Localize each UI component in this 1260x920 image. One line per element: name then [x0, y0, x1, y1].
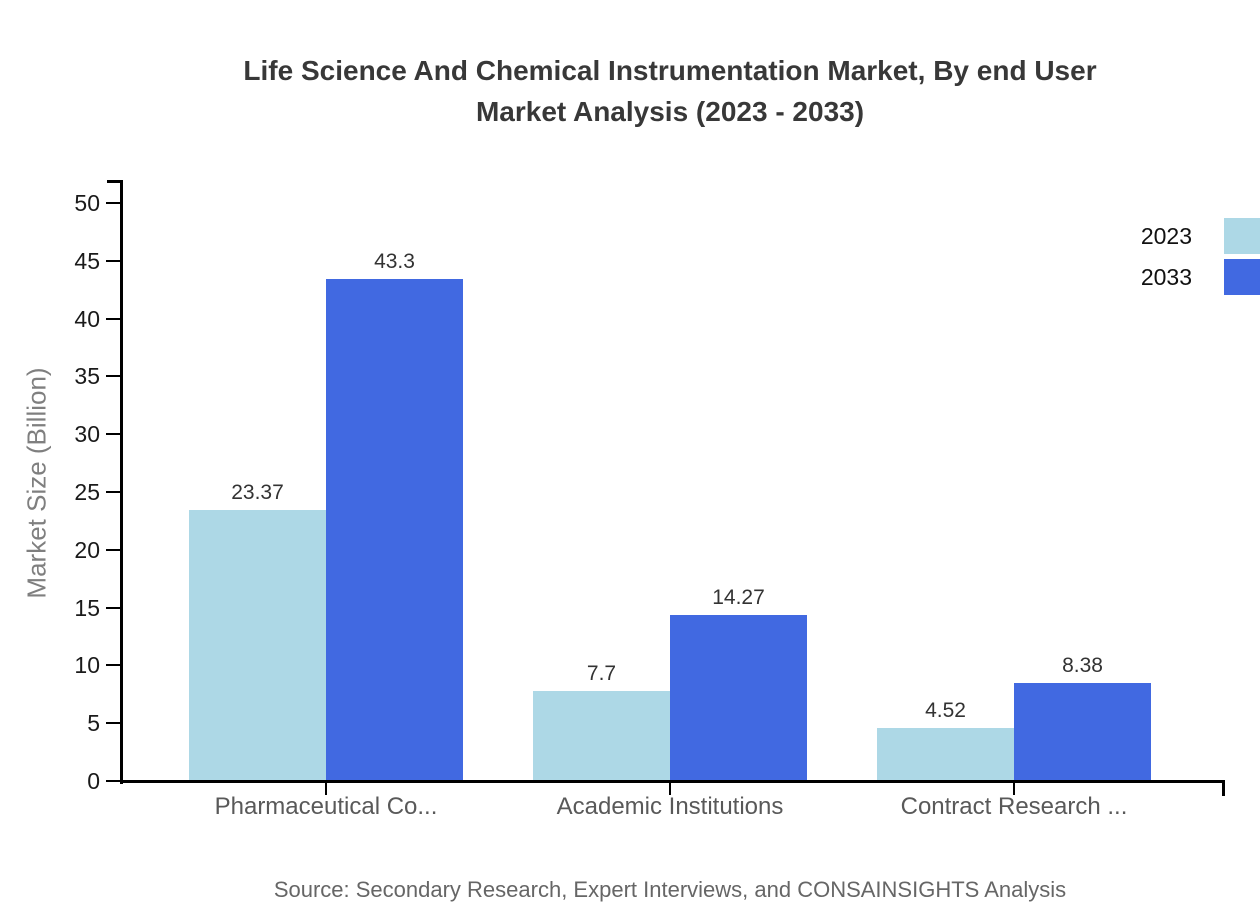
x-category-label: Academic Institutions: [556, 793, 784, 820]
legend: 2023 2033: [1141, 218, 1260, 300]
y-tick-mark: [106, 433, 120, 435]
bar-value-label: 8.38: [1062, 654, 1103, 677]
y-tick-mark: [106, 664, 120, 666]
x-tick-mark: [325, 780, 327, 795]
y-tick-mark: [106, 722, 120, 724]
chart-title-line2: Market Analysis (2023 - 2033): [475, 96, 865, 127]
x-tick-mark: [1013, 780, 1015, 795]
y-axis-line: [120, 180, 123, 784]
legend-item-2023: 2023: [1141, 218, 1260, 254]
y-tick-mark: [106, 318, 120, 320]
x-tick-mark: [669, 780, 671, 795]
y-tick-label: 40: [74, 306, 100, 332]
y-tick-label: 45: [74, 248, 100, 274]
y-tick-mark: [106, 202, 120, 204]
bar-2033-1: [326, 279, 463, 780]
legend-label: 2023: [1140, 222, 1192, 249]
bar-2023-1: [189, 510, 326, 780]
y-tick-label: 0: [87, 768, 100, 794]
y-tick-mark: [106, 780, 120, 782]
y-tick-mark: [106, 607, 120, 609]
bar-value-label: 23.37: [231, 481, 284, 504]
legend-swatch: [1224, 218, 1260, 254]
chart-title: Life Science And Chemical Instrumentatio…: [80, 50, 1260, 132]
y-tick-label: 5: [87, 710, 100, 736]
bar-2023-2: [533, 691, 670, 780]
y-tick-label: 20: [74, 537, 100, 563]
y-tick-mark: [106, 260, 120, 262]
x-category-label: Pharmaceutical Co...: [214, 793, 438, 820]
legend-label: 2033: [1140, 263, 1192, 290]
y-tick-label: 35: [74, 363, 100, 389]
x-category-label: Contract Research ...: [900, 793, 1128, 820]
y-axis-top-cap: [107, 180, 123, 183]
y-tick-label: 10: [74, 652, 100, 678]
y-tick-label: 25: [74, 479, 100, 505]
bar-value-label: 14.27: [712, 586, 765, 609]
y-tick-mark: [106, 375, 120, 377]
bar-2023-3: [877, 728, 1014, 780]
y-tick-mark: [106, 549, 120, 551]
bar-2033-2: [670, 615, 807, 780]
legend-item-2033: 2033: [1141, 259, 1260, 295]
bar-value-label: 4.52: [925, 699, 966, 722]
bar-value-label: 43.3: [374, 250, 415, 273]
legend-swatch: [1224, 259, 1260, 295]
chart-title-line1: Life Science And Chemical Instrumentatio…: [243, 55, 1097, 86]
y-tick-mark: [106, 491, 120, 493]
x-axis-line: [120, 780, 1225, 783]
bar-value-label: 7.7: [586, 662, 617, 685]
bar-2033-3: [1014, 683, 1151, 780]
y-tick-label: 50: [74, 190, 100, 216]
y-tick-label: 30: [74, 421, 100, 447]
y-tick-label: 15: [74, 595, 100, 621]
source-note: Source: Secondary Research, Expert Inter…: [273, 877, 1067, 902]
x-axis-end-cap: [1222, 780, 1225, 796]
